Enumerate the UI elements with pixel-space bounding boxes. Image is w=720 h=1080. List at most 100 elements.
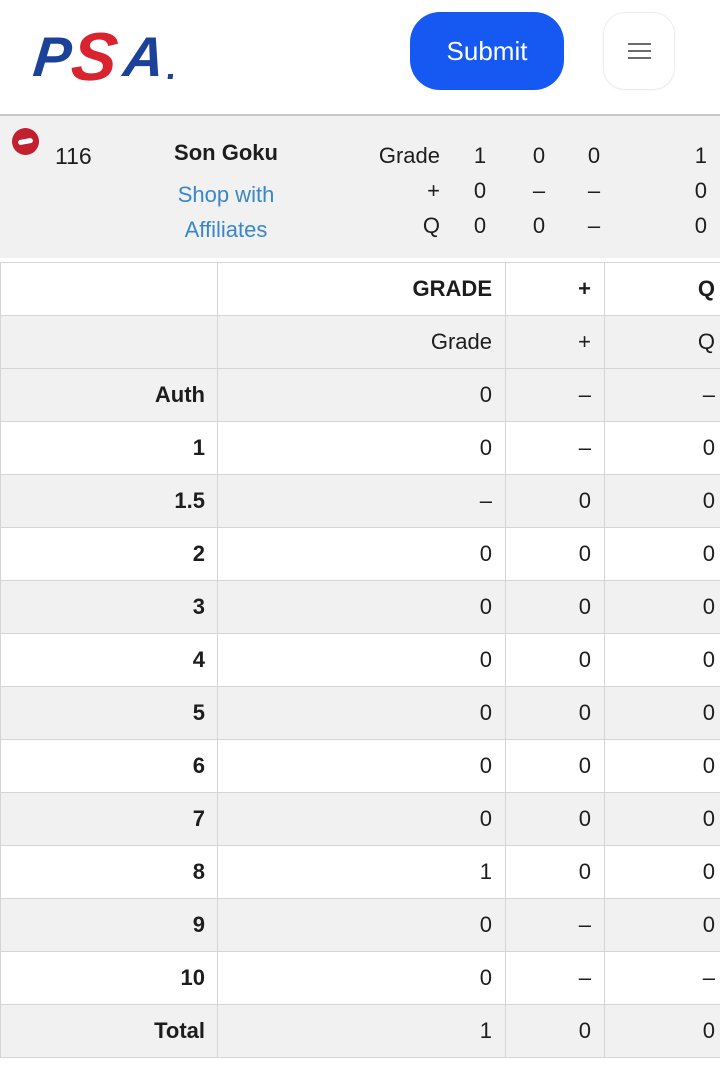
q-value: 0 xyxy=(604,633,720,687)
hamburger-icon xyxy=(627,43,651,59)
header-plus: + xyxy=(505,262,605,316)
submit-button[interactable]: Submit xyxy=(410,12,564,90)
grade-row-label: 5 xyxy=(0,686,218,740)
q-value: 0 xyxy=(604,739,720,793)
logo-letter-p: P xyxy=(31,25,75,88)
plus-value: 0 xyxy=(505,580,605,634)
grade-value: 0 xyxy=(217,739,506,793)
grade-value: 0 xyxy=(217,898,506,952)
summary-value: 1 xyxy=(694,142,707,168)
item-card: 116 Son Goku Shop with Affiliates Grade … xyxy=(0,116,720,258)
q-value: – xyxy=(604,951,720,1005)
table-row: 1.5 – 0 0 xyxy=(0,474,720,528)
q-value: 0 xyxy=(604,474,720,528)
grade-value: 0 xyxy=(217,686,506,740)
grade-table: GRADE + Q Grade + Q Auth 0 – – xyxy=(0,262,720,1058)
table-row: 4 0 0 0 xyxy=(0,633,720,687)
grade-row-label: 7 xyxy=(0,792,218,846)
grade-row-label: 9 xyxy=(0,898,218,952)
q-value: 0 xyxy=(604,1004,720,1058)
grade-value: – xyxy=(217,474,506,528)
app-header: P A S Submit xyxy=(0,0,720,116)
plus-value: 0 xyxy=(505,739,605,793)
psa-logo[interactable]: P A S xyxy=(28,18,188,90)
summary-value: – xyxy=(587,177,601,203)
grade-row-label: Auth xyxy=(0,368,218,422)
grade-row-label: Total xyxy=(0,1004,218,1058)
table-row: 5 0 0 0 xyxy=(0,686,720,740)
table-row: 6 0 0 0 xyxy=(0,739,720,793)
table-row: 8 1 0 0 xyxy=(0,845,720,899)
summary-row-label: + xyxy=(427,177,440,203)
logo-letter-a: A xyxy=(119,25,168,88)
subheader-q: Q xyxy=(604,315,720,369)
grade-summary: Grade 1 0 0 1 + 0 – – 0 Q 0 0 – 0 xyxy=(360,138,707,243)
shop-with-affiliates-link-line2[interactable]: Affiliates xyxy=(184,217,268,242)
summary-row-label: Grade xyxy=(378,142,440,168)
grade-value: 0 xyxy=(217,368,506,422)
summary-value: 0 xyxy=(587,142,601,168)
grade-row-label: 8 xyxy=(0,845,218,899)
plus-value: – xyxy=(505,368,605,422)
q-value: 0 xyxy=(604,527,720,581)
plus-value: 0 xyxy=(505,527,605,581)
summary-value: 0 xyxy=(473,212,487,238)
grade-row-label: 1.5 xyxy=(0,474,218,528)
menu-button[interactable] xyxy=(603,12,675,90)
grade-value: 0 xyxy=(217,633,506,687)
summary-row-label: Q xyxy=(422,212,440,238)
summary-value: – xyxy=(587,212,601,238)
q-value: – xyxy=(604,368,720,422)
grade-value: 0 xyxy=(217,527,506,581)
plus-value: – xyxy=(505,898,605,952)
table-row: 10 0 – – xyxy=(0,951,720,1005)
item-name-block: Son Goku Shop with Affiliates xyxy=(150,140,302,247)
q-value: 0 xyxy=(604,898,720,952)
logo-letter-s: S xyxy=(68,19,121,90)
table-header-row-secondary: Grade + Q xyxy=(0,315,720,369)
plus-value: 0 xyxy=(505,633,605,687)
grade-row-label: 1 xyxy=(0,421,218,475)
q-value: 0 xyxy=(604,421,720,475)
plus-value: – xyxy=(505,421,605,475)
grade-value: 1 xyxy=(217,845,506,899)
grade-value: 0 xyxy=(217,951,506,1005)
subheader-grade: Grade xyxy=(217,315,506,369)
grade-row-label: 10 xyxy=(0,951,218,1005)
plus-value: – xyxy=(505,951,605,1005)
header-q: Q xyxy=(604,262,720,316)
subheader-plus: + xyxy=(505,315,605,369)
summary-value: 0 xyxy=(473,177,487,203)
table-row: 7 0 0 0 xyxy=(0,792,720,846)
grade-value: 0 xyxy=(217,580,506,634)
table-row: 3 0 0 0 xyxy=(0,580,720,634)
plus-value: 0 xyxy=(505,845,605,899)
item-title: Son Goku xyxy=(174,140,278,165)
q-value: 0 xyxy=(604,686,720,740)
plus-value: 0 xyxy=(505,1004,605,1058)
summary-value: 0 xyxy=(694,212,707,238)
grade-row-label: 4 xyxy=(0,633,218,687)
table-row: 2 0 0 0 xyxy=(0,527,720,581)
table-header-row-primary: GRADE + Q xyxy=(0,262,720,316)
shop-with-affiliates-link-line1[interactable]: Shop with xyxy=(177,182,275,207)
header-empty-cell xyxy=(0,262,218,316)
grade-value: 0 xyxy=(217,421,506,475)
item-number: 116 xyxy=(55,143,92,169)
subheader-empty-cell xyxy=(0,315,218,369)
table-row: Total 1 0 0 xyxy=(0,1004,720,1058)
summary-value: 1 xyxy=(473,142,487,168)
q-value: 0 xyxy=(604,845,720,899)
grade-value: 0 xyxy=(217,792,506,846)
header-grade: GRADE xyxy=(217,262,506,316)
table-row: 9 0 – 0 xyxy=(0,898,720,952)
summary-value: 0 xyxy=(694,177,707,203)
grade-row-label: 6 xyxy=(0,739,218,793)
summary-value: 0 xyxy=(532,212,546,238)
plus-value: 0 xyxy=(505,474,605,528)
remove-item-icon[interactable] xyxy=(9,125,42,158)
grade-table-container: GRADE + Q Grade + Q Auth 0 – – xyxy=(0,262,720,1058)
q-value: 0 xyxy=(604,792,720,846)
table-row: 1 0 – 0 xyxy=(0,421,720,475)
summary-value: – xyxy=(532,177,546,203)
